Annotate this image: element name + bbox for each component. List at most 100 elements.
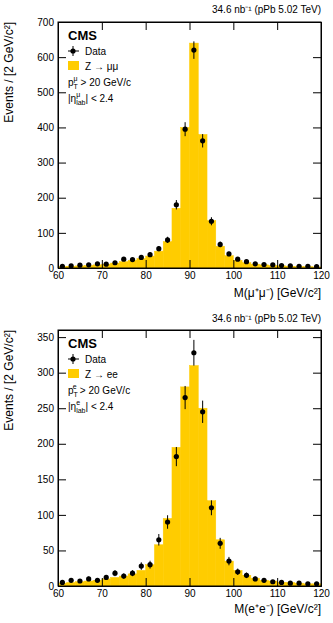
data-point xyxy=(60,580,65,585)
x-axis: 60708090100110120 xyxy=(53,260,330,281)
data-point xyxy=(86,576,91,581)
histogram-bar xyxy=(67,582,76,586)
data-point xyxy=(200,409,205,414)
histogram-bar xyxy=(172,208,181,268)
tick: 100 xyxy=(37,228,66,239)
x-axis-top xyxy=(59,330,322,338)
data-point xyxy=(112,260,117,265)
x-axis: 60708090100110120 xyxy=(53,578,330,599)
tick xyxy=(190,22,191,30)
data-point xyxy=(305,264,310,268)
tick-mark xyxy=(277,330,278,338)
tick-label: 90 xyxy=(184,588,196,599)
tick-label: 60 xyxy=(53,270,65,281)
tick-mark xyxy=(58,57,66,58)
data-point xyxy=(77,578,82,583)
data-point xyxy=(305,581,310,586)
x-axis-title: M(μ⁺μ⁻) [GeV/c²] xyxy=(234,286,321,300)
data-point xyxy=(95,261,100,266)
tick-mark xyxy=(233,578,234,586)
data-point xyxy=(104,575,109,580)
tick-label: 70 xyxy=(97,270,109,281)
tick-mark xyxy=(313,233,321,234)
tick: 200 xyxy=(37,438,66,449)
histogram-bar xyxy=(190,366,199,586)
data-point xyxy=(218,242,223,247)
tick-mark xyxy=(313,163,321,164)
tick: 400 xyxy=(37,122,66,133)
data-point xyxy=(261,578,266,583)
panel: 6070809010011012001002003004005006007003… xyxy=(2,4,330,300)
histogram-bar xyxy=(137,570,146,586)
tick-label: 500 xyxy=(37,87,54,98)
tick-mark xyxy=(102,22,103,30)
tick xyxy=(190,330,191,338)
tick xyxy=(313,127,321,128)
data-point xyxy=(218,541,223,546)
data-point xyxy=(296,581,301,586)
annotation-sub: lab xyxy=(76,407,85,414)
tick-label: 350 xyxy=(37,332,54,343)
histogram-bar xyxy=(181,127,190,268)
x-axis-title: M(e⁺e⁻) [GeV/c²] xyxy=(234,602,321,616)
axis-line xyxy=(59,23,322,31)
histogram-bar xyxy=(216,246,225,268)
histogram-bar xyxy=(146,256,155,268)
tick-mark xyxy=(277,260,278,268)
y-axis-right xyxy=(313,23,322,269)
lumi-label: 34.6 nb⁻¹ (pPb 5.02 TeV) xyxy=(212,313,321,324)
tick xyxy=(313,337,321,338)
tick xyxy=(313,92,321,93)
tick: 300 xyxy=(37,157,66,168)
tick: 80 xyxy=(141,578,153,599)
experiment-label: CMS xyxy=(68,336,97,351)
data-point xyxy=(156,246,161,251)
tick xyxy=(277,330,278,338)
tick-mark xyxy=(277,578,278,586)
tick-mark xyxy=(58,550,66,551)
tick xyxy=(146,330,147,338)
tick-label: 400 xyxy=(37,122,54,133)
data-point xyxy=(209,505,214,510)
data-point xyxy=(86,262,91,267)
tick-label: 600 xyxy=(37,52,54,63)
data-point xyxy=(165,237,170,242)
tick-mark xyxy=(313,127,321,128)
tick-label: 250 xyxy=(37,403,54,414)
data-point xyxy=(191,350,196,355)
data-point xyxy=(200,138,205,143)
tick-mark xyxy=(313,479,321,480)
histogram-bar xyxy=(198,408,207,586)
tick-mark xyxy=(102,330,103,338)
legend-marker xyxy=(68,369,79,378)
tick: 100 xyxy=(37,510,66,521)
legend-entry: Z → ee xyxy=(85,369,118,380)
tick xyxy=(102,330,103,338)
annotation: pTμ > 20 GeV/c xyxy=(68,75,131,90)
data-point xyxy=(244,259,249,264)
tick xyxy=(313,373,321,374)
data-point xyxy=(147,562,152,567)
data-point xyxy=(288,263,293,268)
histogram-bar xyxy=(225,256,234,268)
tick-mark xyxy=(313,373,321,374)
tick-label: 300 xyxy=(37,157,54,168)
data-point xyxy=(209,219,214,224)
tick-mark xyxy=(58,198,66,199)
legend-marker xyxy=(68,61,79,70)
histogram-bar xyxy=(181,387,190,586)
tick xyxy=(146,22,147,30)
data-point xyxy=(288,581,293,586)
tick-mark xyxy=(58,163,66,164)
y-axis-title: Events / [2 GeV/c²] xyxy=(2,22,16,123)
tick xyxy=(313,550,321,551)
data-point xyxy=(253,261,258,266)
tick-label: 100 xyxy=(37,510,54,521)
histogram-bar xyxy=(172,447,181,586)
tick: 150 xyxy=(37,474,66,485)
data-point xyxy=(279,580,284,585)
tick-mark xyxy=(313,57,321,58)
data-point xyxy=(121,573,126,578)
data-point xyxy=(130,571,135,576)
data-point xyxy=(69,263,74,268)
